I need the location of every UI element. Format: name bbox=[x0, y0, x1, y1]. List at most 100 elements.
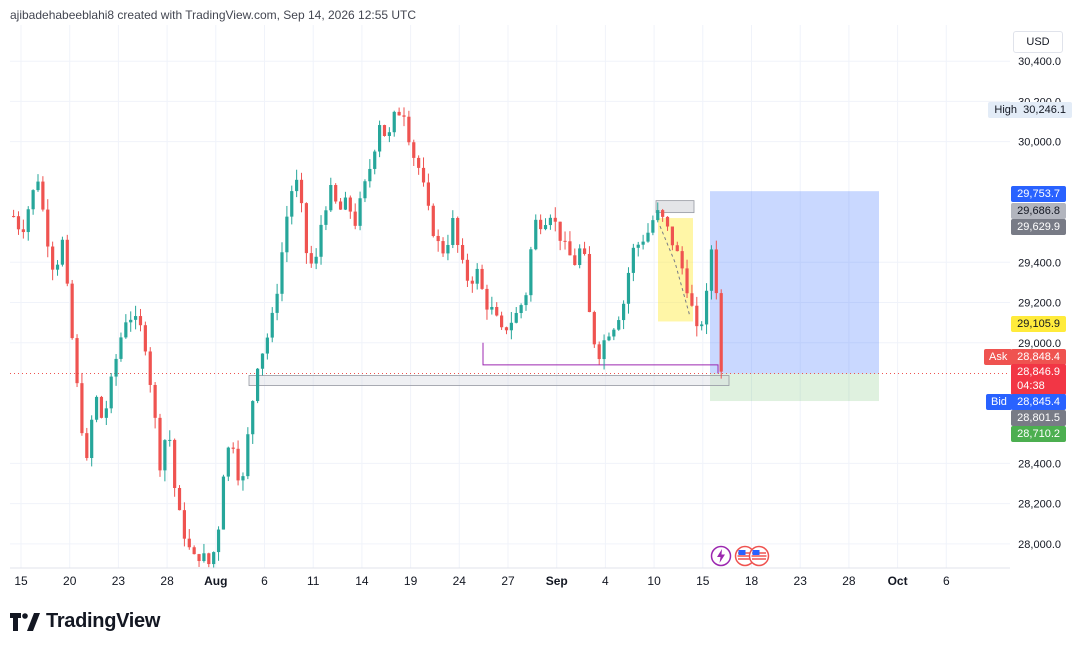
candle-body bbox=[285, 216, 289, 253]
candle-body bbox=[173, 439, 177, 488]
last-price-label: 28,846.9 04:38 bbox=[1011, 364, 1066, 395]
candle-body bbox=[568, 241, 572, 256]
chart-grid bbox=[10, 25, 1010, 568]
candle-body bbox=[329, 185, 333, 211]
candle-body bbox=[304, 203, 308, 254]
candle-body bbox=[265, 337, 269, 354]
x-tick-label: 6 bbox=[943, 574, 950, 588]
candle-body bbox=[104, 408, 108, 418]
candle-body bbox=[646, 232, 650, 242]
x-tick-label: 28 bbox=[160, 574, 174, 588]
candle-body bbox=[392, 111, 396, 133]
candle-body bbox=[21, 229, 25, 233]
candle-body bbox=[465, 259, 470, 281]
us-flag-icon[interactable] bbox=[748, 545, 770, 567]
candle-body bbox=[509, 322, 513, 331]
candle-body bbox=[338, 201, 343, 210]
candle-body bbox=[626, 272, 631, 304]
candle-body bbox=[12, 216, 16, 218]
candle-body bbox=[417, 157, 421, 168]
candle-body bbox=[656, 210, 660, 221]
candle-body bbox=[553, 217, 557, 222]
level1-price-label: 29,686.8 bbox=[1011, 203, 1066, 219]
candle-body bbox=[16, 216, 21, 230]
candle-body bbox=[80, 383, 84, 434]
candle-body bbox=[709, 249, 714, 291]
candle-body bbox=[407, 116, 411, 143]
x-tick-label: 24 bbox=[453, 574, 467, 588]
tradingview-logo[interactable]: TradingView bbox=[10, 610, 160, 633]
flash-icon[interactable] bbox=[710, 545, 732, 567]
currency-label[interactable]: USD bbox=[1013, 31, 1063, 53]
x-tick-label: 18 bbox=[745, 574, 759, 588]
candle-body bbox=[636, 244, 640, 248]
candle-body bbox=[714, 249, 718, 294]
level2-price-label: 29,629.9 bbox=[1011, 219, 1066, 235]
candle-body bbox=[548, 217, 552, 226]
position-zones bbox=[10, 191, 1010, 402]
candle-body bbox=[373, 151, 377, 169]
candle-body bbox=[280, 252, 284, 294]
x-tick-label: 23 bbox=[794, 574, 808, 588]
yellow-price-label: 29,105.9 bbox=[1011, 316, 1066, 332]
candle-body bbox=[612, 329, 616, 337]
candle-body bbox=[143, 325, 147, 352]
candle-body bbox=[680, 251, 684, 269]
candle-body bbox=[109, 376, 113, 409]
candle-body bbox=[134, 316, 138, 320]
ask-tag: Ask bbox=[984, 349, 1013, 365]
x-tick-label: 19 bbox=[404, 574, 418, 588]
stop-price-label: 28,710.2 bbox=[1011, 426, 1066, 442]
candle-body bbox=[99, 396, 104, 418]
chart-attribution: ajibadehabeeblahi8 created with TradingV… bbox=[10, 8, 417, 22]
candle-body bbox=[387, 132, 391, 136]
candle-body bbox=[177, 487, 182, 511]
candle-body bbox=[231, 447, 235, 449]
candle-body bbox=[197, 554, 201, 562]
candle-body bbox=[256, 368, 260, 402]
candle-body bbox=[504, 327, 509, 331]
candle-body bbox=[363, 181, 367, 199]
candle-body bbox=[275, 293, 279, 313]
candle-body bbox=[485, 288, 489, 310]
level3-price-label: 28,801.5 bbox=[1011, 410, 1066, 426]
candle-body bbox=[348, 197, 352, 212]
tradingview-logo-icon bbox=[10, 612, 40, 631]
candle-body bbox=[314, 256, 318, 264]
gray-band bbox=[248, 375, 730, 386]
x-tick-label: 15 bbox=[14, 574, 28, 588]
candle-body bbox=[60, 239, 64, 265]
candle-body bbox=[617, 320, 621, 330]
candle-body bbox=[587, 253, 592, 313]
candle-body bbox=[129, 319, 133, 323]
x-tick-label: 10 bbox=[647, 574, 661, 588]
x-tick-label: 28 bbox=[842, 574, 856, 588]
candle-body bbox=[31, 190, 35, 210]
price-chart[interactable]: 30,400.030,200.030,000.029,400.029,200.0… bbox=[0, 0, 1080, 600]
countdown-value: 04:38 bbox=[1017, 380, 1045, 392]
candle-body bbox=[597, 344, 601, 360]
candle-body bbox=[65, 239, 69, 284]
candle-body bbox=[519, 305, 523, 313]
candle-body bbox=[651, 220, 655, 233]
candle-body bbox=[690, 293, 694, 306]
candle-body bbox=[295, 179, 299, 192]
candle-body bbox=[246, 434, 250, 477]
candle-body bbox=[412, 142, 416, 158]
candle-body bbox=[334, 185, 338, 202]
x-tick-label: Oct bbox=[888, 574, 908, 588]
candle-body bbox=[148, 351, 152, 385]
target-zone bbox=[710, 191, 879, 374]
candle-body bbox=[70, 283, 74, 339]
candle-body bbox=[397, 111, 401, 116]
target-price-label: 29,753.7 bbox=[1011, 186, 1066, 202]
candle-body bbox=[451, 218, 455, 245]
candle-body bbox=[124, 322, 128, 338]
y-tick-label: 29,000.0 bbox=[1018, 338, 1061, 350]
candle-body bbox=[75, 338, 79, 384]
candle-body bbox=[436, 235, 440, 242]
high-label-value: 30,246.1 bbox=[1023, 104, 1066, 116]
candle-body bbox=[421, 167, 426, 183]
candle-body bbox=[41, 181, 45, 210]
candle-body bbox=[475, 268, 479, 284]
